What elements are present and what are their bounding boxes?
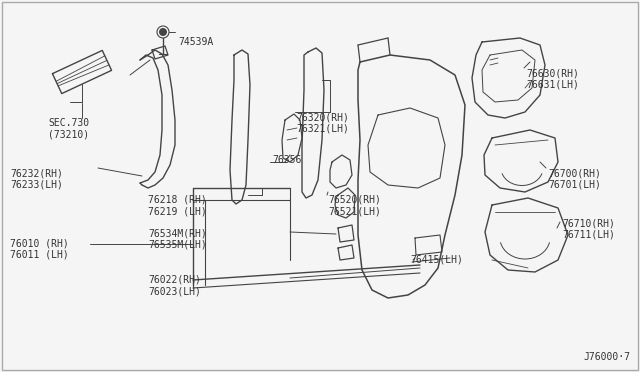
Text: 76010 (RH)
76011 (LH): 76010 (RH) 76011 (LH) [10,238,68,260]
Text: 76022(RH)
76023(LH): 76022(RH) 76023(LH) [148,275,201,296]
Text: 76630(RH)
76631(LH): 76630(RH) 76631(LH) [526,68,579,90]
Text: 76218 (RH)
76219 (LH): 76218 (RH) 76219 (LH) [148,195,207,217]
Text: 76534M(RH)
76535M(LH): 76534M(RH) 76535M(LH) [148,228,207,250]
Text: 76320(RH)
76321(LH): 76320(RH) 76321(LH) [296,112,349,134]
Text: 76710(RH)
76711(LH): 76710(RH) 76711(LH) [562,218,615,240]
Circle shape [159,28,167,36]
Text: 76415(LH): 76415(LH) [410,255,463,265]
Text: 76520(RH)
76521(LH): 76520(RH) 76521(LH) [328,195,381,217]
Text: 74539A: 74539A [178,37,213,47]
Text: 76700(RH)
76701(LH): 76700(RH) 76701(LH) [548,168,601,190]
Text: SEC.730
(73210): SEC.730 (73210) [48,118,89,140]
Text: J76000·7: J76000·7 [583,352,630,362]
Text: 76232(RH)
76233(LH): 76232(RH) 76233(LH) [10,168,63,190]
Text: 76356: 76356 [272,155,301,165]
